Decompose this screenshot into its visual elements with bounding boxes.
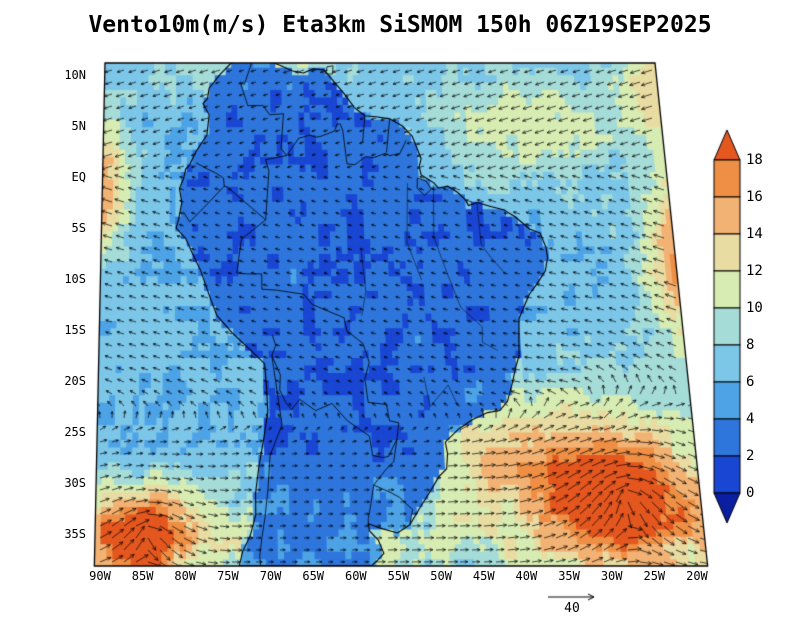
- lon-tick-label: 40W: [515, 569, 538, 583]
- colorbar-level-label: 14: [746, 226, 763, 242]
- colorbar-level-label: 10: [746, 300, 763, 316]
- lon-tick-label: 45W: [472, 569, 495, 583]
- lon-tick-label: 70W: [259, 569, 282, 583]
- lat-tick-label: 5N: [71, 119, 86, 133]
- colorbar-level-label: 18: [746, 152, 763, 168]
- colorbar-level-label: 2: [746, 448, 755, 464]
- lon-tick-label: 50W: [430, 569, 452, 583]
- lat-tick-label: 30S: [64, 476, 86, 490]
- lat-tick-label: 10N: [64, 68, 86, 82]
- reference-vector-label: 40: [564, 601, 580, 616]
- chart-title: Vento10m(m/s) Eta3km SiSMOM 150h 06Z19SE…: [88, 12, 712, 38]
- colorbar-level-label: 0: [746, 485, 755, 501]
- lat-tick-label: 20S: [64, 374, 86, 388]
- lon-tick-label: 55W: [387, 569, 410, 583]
- lon-tick-label: 65W: [302, 569, 325, 583]
- lat-tick-label: 25S: [64, 425, 86, 439]
- lon-tick-label: 80W: [174, 569, 197, 583]
- lon-tick-label: 90W: [89, 569, 111, 583]
- lon-tick-label: 60W: [344, 569, 367, 583]
- lat-tick-label: 15S: [64, 323, 86, 337]
- lat-tick-label: 35S: [64, 527, 86, 541]
- lat-tick-label: 10S: [64, 272, 86, 286]
- lat-tick-label: EQ: [71, 170, 86, 184]
- lon-tick-label: 30W: [600, 569, 623, 583]
- lon-tick-label: 85W: [131, 569, 154, 583]
- colorbar-level-label: 12: [746, 263, 763, 279]
- lon-tick-label: 25W: [643, 569, 666, 583]
- lon-tick-label: 75W: [217, 569, 239, 583]
- colorbar-level-label: 8: [746, 337, 755, 353]
- lat-tick-label: 5S: [71, 221, 86, 235]
- colorbar-level-label: 16: [746, 189, 763, 205]
- lon-tick-label: 35W: [558, 569, 580, 583]
- colorbar-level-label: 6: [746, 374, 755, 390]
- colorbar-level-label: 4: [746, 411, 755, 427]
- lon-tick-label: 20W: [686, 569, 708, 583]
